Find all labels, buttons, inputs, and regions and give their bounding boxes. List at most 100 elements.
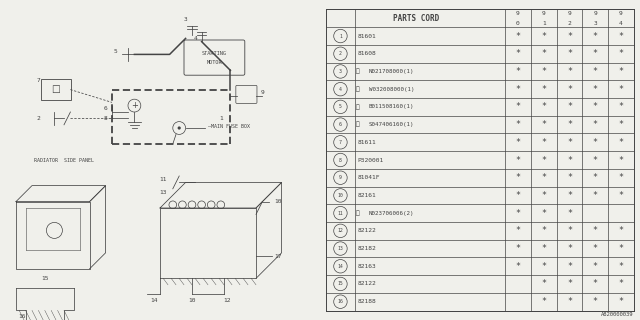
Text: 2: 2	[36, 116, 40, 121]
Text: *: *	[593, 244, 598, 253]
Text: *: *	[567, 49, 572, 58]
Text: PARTS CORD: PARTS CORD	[392, 14, 439, 23]
Text: *: *	[515, 173, 520, 182]
Text: 17: 17	[275, 253, 282, 259]
Text: *: *	[541, 279, 546, 288]
Text: N021708000(1): N021708000(1)	[369, 69, 414, 74]
Text: 81601: 81601	[358, 34, 376, 38]
Text: Ⓡ: Ⓡ	[356, 86, 360, 92]
Text: 13: 13	[159, 189, 167, 195]
Text: *: *	[515, 102, 520, 111]
Text: *: *	[541, 297, 546, 306]
Text: A820000039: A820000039	[601, 312, 634, 317]
Text: 7: 7	[339, 140, 342, 145]
Text: 9: 9	[593, 11, 597, 16]
FancyBboxPatch shape	[236, 85, 257, 103]
Text: *: *	[593, 49, 598, 58]
Text: 81041F: 81041F	[358, 175, 380, 180]
Text: 12: 12	[337, 228, 343, 233]
Text: *: *	[541, 226, 546, 235]
Text: 5: 5	[339, 104, 342, 109]
Text: 82122: 82122	[358, 282, 376, 286]
Text: *: *	[618, 297, 623, 306]
Text: *: *	[515, 226, 520, 235]
Text: *: *	[593, 173, 598, 182]
Text: *: *	[541, 173, 546, 182]
Text: 6: 6	[339, 122, 342, 127]
Text: 14: 14	[337, 264, 343, 269]
Text: *: *	[515, 191, 520, 200]
Text: *: *	[567, 67, 572, 76]
Text: *: *	[593, 32, 598, 41]
Text: 81611: 81611	[358, 140, 376, 145]
Text: 9: 9	[516, 11, 520, 16]
Text: S047406160(1): S047406160(1)	[369, 122, 414, 127]
Text: 12: 12	[223, 298, 231, 303]
Text: 0: 0	[516, 20, 520, 26]
Text: *: *	[618, 138, 623, 147]
Text: *: *	[618, 85, 623, 94]
Text: *: *	[567, 120, 572, 129]
Text: *: *	[618, 67, 623, 76]
Text: 16: 16	[19, 314, 26, 319]
Text: *: *	[515, 138, 520, 147]
Text: *: *	[593, 226, 598, 235]
Text: *: *	[593, 138, 598, 147]
Text: *: *	[541, 32, 546, 41]
Text: *: *	[618, 102, 623, 111]
Text: 82161: 82161	[358, 193, 376, 198]
Text: *: *	[567, 279, 572, 288]
Text: *: *	[618, 120, 623, 129]
Text: *: *	[515, 67, 520, 76]
Text: 16: 16	[337, 299, 343, 304]
Text: 8: 8	[339, 157, 342, 163]
Text: 82182: 82182	[358, 246, 376, 251]
Text: Ⓢ: Ⓢ	[356, 122, 360, 127]
Text: 1: 1	[219, 116, 223, 121]
Text: 2: 2	[568, 20, 572, 26]
FancyBboxPatch shape	[184, 40, 245, 75]
Text: 9: 9	[568, 11, 572, 16]
Text: *: *	[567, 156, 572, 164]
Text: 6: 6	[104, 106, 108, 111]
Text: *: *	[618, 244, 623, 253]
Text: 3: 3	[339, 69, 342, 74]
Text: RADIATOR  SIDE PANEL: RADIATOR SIDE PANEL	[34, 157, 94, 163]
Text: *: *	[515, 85, 520, 94]
Text: *: *	[515, 32, 520, 41]
Text: W032008000(1): W032008000(1)	[369, 87, 414, 92]
Text: *: *	[593, 262, 598, 271]
Text: B011508160(1): B011508160(1)	[369, 104, 414, 109]
Text: 81608: 81608	[358, 51, 376, 56]
Text: 8: 8	[104, 116, 108, 121]
Text: ⓑ: ⓑ	[356, 210, 360, 216]
Text: *: *	[618, 32, 623, 41]
Text: *: *	[593, 120, 598, 129]
Text: *: *	[567, 262, 572, 271]
Text: 82163: 82163	[358, 264, 376, 269]
Text: +: +	[131, 101, 138, 110]
Text: *: *	[541, 85, 546, 94]
Text: *: *	[593, 191, 598, 200]
Text: *: *	[567, 32, 572, 41]
Text: *: *	[593, 85, 598, 94]
Circle shape	[178, 126, 181, 130]
Text: *: *	[541, 67, 546, 76]
Text: 9: 9	[542, 11, 545, 16]
Text: *: *	[515, 209, 520, 218]
Text: *: *	[515, 262, 520, 271]
Text: P320001: P320001	[358, 157, 384, 163]
Text: *: *	[593, 279, 598, 288]
FancyBboxPatch shape	[41, 79, 71, 100]
Text: 10: 10	[188, 298, 196, 303]
Text: 13: 13	[337, 246, 343, 251]
Text: 15: 15	[41, 276, 49, 281]
Text: *: *	[567, 226, 572, 235]
Text: *: *	[618, 156, 623, 164]
Text: 15: 15	[337, 282, 343, 286]
Text: 3: 3	[184, 17, 188, 22]
Text: MOTOR: MOTOR	[207, 60, 222, 65]
Text: *: *	[541, 262, 546, 271]
Text: 7: 7	[36, 77, 40, 83]
Text: *: *	[567, 102, 572, 111]
